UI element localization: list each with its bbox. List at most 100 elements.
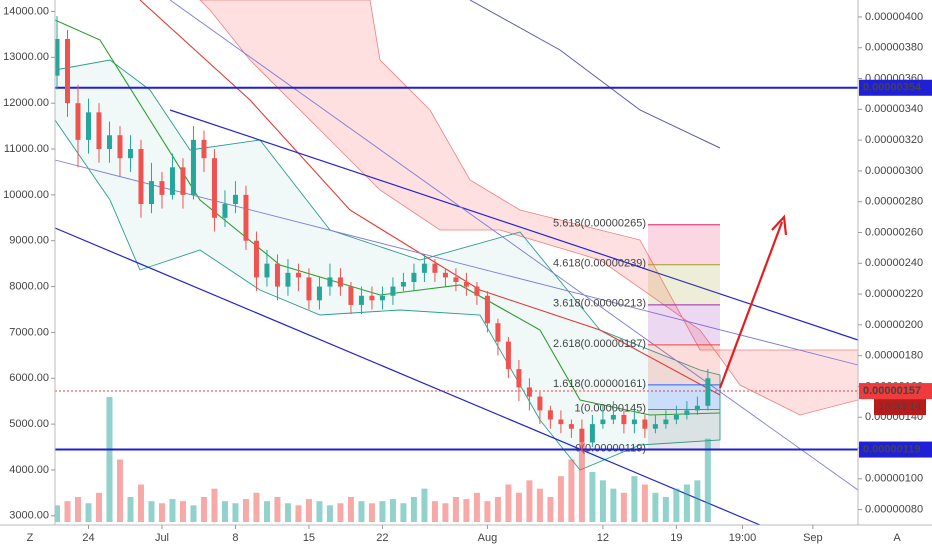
candle-body <box>400 281 406 287</box>
candle-body <box>211 158 217 218</box>
volume-bar <box>610 488 617 522</box>
candle-body <box>705 378 711 406</box>
volume-bar <box>379 501 386 522</box>
indicators <box>54 0 859 526</box>
price-label-box <box>859 441 932 458</box>
volume-bar <box>631 476 638 522</box>
axes: 3000.00 4000.00 5000.00 6000.00 7000.00 8000.… <box>3 5 932 544</box>
x-tick-label: 22 <box>376 532 388 544</box>
volume-bar <box>211 488 218 522</box>
volume-bar <box>547 497 554 522</box>
y-tick-label: 5000.00 <box>9 418 49 430</box>
volume-bar <box>337 503 344 522</box>
candle-body <box>148 181 154 205</box>
volume-bar <box>526 480 533 522</box>
y2-tick-label: 0.00000380 <box>865 42 923 54</box>
candle-body <box>610 414 616 420</box>
volume-bar <box>589 472 596 522</box>
fib-label: 1(0.00000145) <box>574 402 646 414</box>
y2-tick-label: 0.00000240 <box>865 257 923 269</box>
candle-body <box>316 286 322 301</box>
y-tick-label: 7000.00 <box>9 326 49 338</box>
candle-body <box>411 272 417 282</box>
y-tick-label: 11000.00 <box>4 143 49 155</box>
candle-body <box>85 112 91 140</box>
candle-body <box>138 149 144 205</box>
countdown-box <box>874 399 926 416</box>
x-tick-label: Aug <box>478 532 498 544</box>
channel-line <box>169 109 859 341</box>
y-tick-label: 14000.00 <box>3 5 49 17</box>
candle-body <box>442 272 448 278</box>
candle-body <box>432 263 438 273</box>
candle-body <box>327 277 333 287</box>
y2-tick-label: 0.00000400 <box>865 11 923 23</box>
candle-body <box>621 414 627 425</box>
candle-body <box>180 167 186 195</box>
candle-body <box>348 286 354 305</box>
candle-body <box>579 428 585 443</box>
y2-tick-label: 0.00000080 <box>865 504 923 516</box>
volume-bar <box>515 492 522 522</box>
price-label-box <box>859 383 932 400</box>
candle-body <box>631 419 637 425</box>
volume-bar <box>652 492 659 522</box>
volume-bar <box>442 503 449 522</box>
price-label: 0.00000354 <box>863 82 922 94</box>
candle-body <box>369 295 375 301</box>
volume-bar <box>190 505 197 522</box>
volume-bar <box>263 501 270 522</box>
volume-bar <box>494 497 501 522</box>
candle-body <box>274 263 280 287</box>
y2-tick-label: 0.00000200 <box>865 319 923 331</box>
candle-body <box>421 263 427 273</box>
y-tick-label: 9000.00 <box>9 235 49 247</box>
trend-line <box>169 0 859 491</box>
volume-bar <box>620 492 627 522</box>
volume-bar <box>64 501 71 522</box>
arrow-shaft <box>718 221 784 389</box>
volume-bar <box>253 492 260 522</box>
trend-line <box>54 159 859 366</box>
volume-bar <box>221 501 228 522</box>
volume-bar <box>200 497 207 522</box>
volume-bar <box>389 499 396 522</box>
candle-body <box>547 410 553 420</box>
volume-bar <box>599 480 606 522</box>
x-tick-label: Sep <box>803 532 823 544</box>
arrow <box>718 214 788 389</box>
candle-body <box>96 112 102 150</box>
fib-label: 3.618(0.00000213) <box>553 298 646 310</box>
x-tick-label: 15 <box>303 532 315 544</box>
volume-bar <box>242 499 249 522</box>
channel-line <box>54 227 761 526</box>
candle-body <box>127 149 133 159</box>
volume-bar <box>463 499 470 522</box>
candle-body <box>474 286 480 296</box>
candle-body <box>337 277 343 287</box>
volume-bar <box>536 488 543 522</box>
volume-bar <box>683 484 690 522</box>
price-label: 0.00000157 <box>863 385 921 397</box>
marks <box>53 16 858 522</box>
candle-body <box>306 277 312 301</box>
fib-band <box>648 304 720 345</box>
volume-bar <box>179 501 186 522</box>
candle-body <box>642 419 648 429</box>
volume-bar <box>505 484 512 522</box>
volume-bar <box>158 503 165 522</box>
y-tick-label: 12000.00 <box>3 97 49 109</box>
x-tick-label: Jul <box>155 532 169 544</box>
candle-body <box>54 38 60 76</box>
candle-body <box>243 194 249 241</box>
volume-bar <box>473 492 480 522</box>
volume-bar <box>305 499 312 522</box>
candle-body <box>106 135 112 150</box>
volume-bar <box>410 497 417 522</box>
candle-body <box>505 341 511 370</box>
candle-body <box>694 405 700 411</box>
y2-tick-label: 0.00000100 <box>865 473 923 485</box>
fib-label: 1.618(0.00000161) <box>553 378 646 390</box>
fib-band <box>648 264 720 305</box>
